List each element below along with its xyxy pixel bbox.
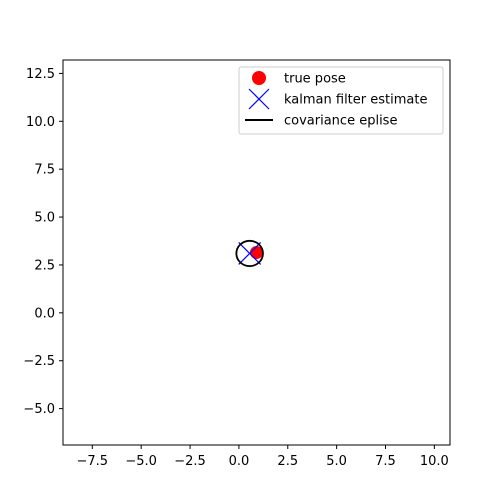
legend: true pose kalman filter estimate covarianc… (238, 66, 444, 135)
kalman-estimate-marker (238, 242, 262, 265)
legend-label: true pose (284, 72, 346, 87)
y-tick-label: −5.0 (23, 402, 55, 417)
legend-circle-swatch (252, 71, 266, 85)
x-tick-label: −2.5 (174, 454, 206, 469)
legend-item: kalman filter estimate (248, 88, 427, 110)
covariance-ellipse (235, 239, 264, 267)
legend-box (238, 66, 444, 135)
y-tick-label: −2.5 (23, 354, 55, 369)
legend-x-swatch (248, 88, 270, 110)
x-tick-label: 10.0 (420, 454, 449, 469)
legend-label: covariance eplise (284, 114, 397, 129)
y-tick-label: 7.5 (34, 163, 55, 178)
x-axis-ticks: −7.5 −5.0 −2.5 0.0 2.5 5.0 7.5 10.0 (77, 445, 449, 469)
y-tick-label: 0.0 (34, 306, 55, 321)
x-tick-label: 2.5 (277, 454, 298, 469)
y-tick-label: 5.0 (34, 211, 55, 226)
legend-label: kalman filter estimate (284, 93, 427, 108)
y-tick-label: 12.5 (26, 67, 55, 82)
plot-content (235, 239, 264, 267)
plot-frame (62, 59, 451, 446)
x-tick-label: 5.0 (326, 454, 347, 469)
y-tick-label: 10.0 (26, 115, 55, 130)
legend-item: covariance eplise (245, 114, 397, 129)
x-tick-label: −5.0 (125, 454, 157, 469)
x-tick-label: 0.0 (229, 454, 250, 469)
y-tick-label: 2.5 (34, 258, 55, 273)
legend-item: true pose (252, 71, 346, 87)
x-tick-label: 7.5 (375, 454, 396, 469)
y-axis-ticks: −5.0 −2.5 0.0 2.5 5.0 7.5 10.0 12.5 (23, 67, 63, 417)
x-tick-label: −7.5 (77, 454, 109, 469)
